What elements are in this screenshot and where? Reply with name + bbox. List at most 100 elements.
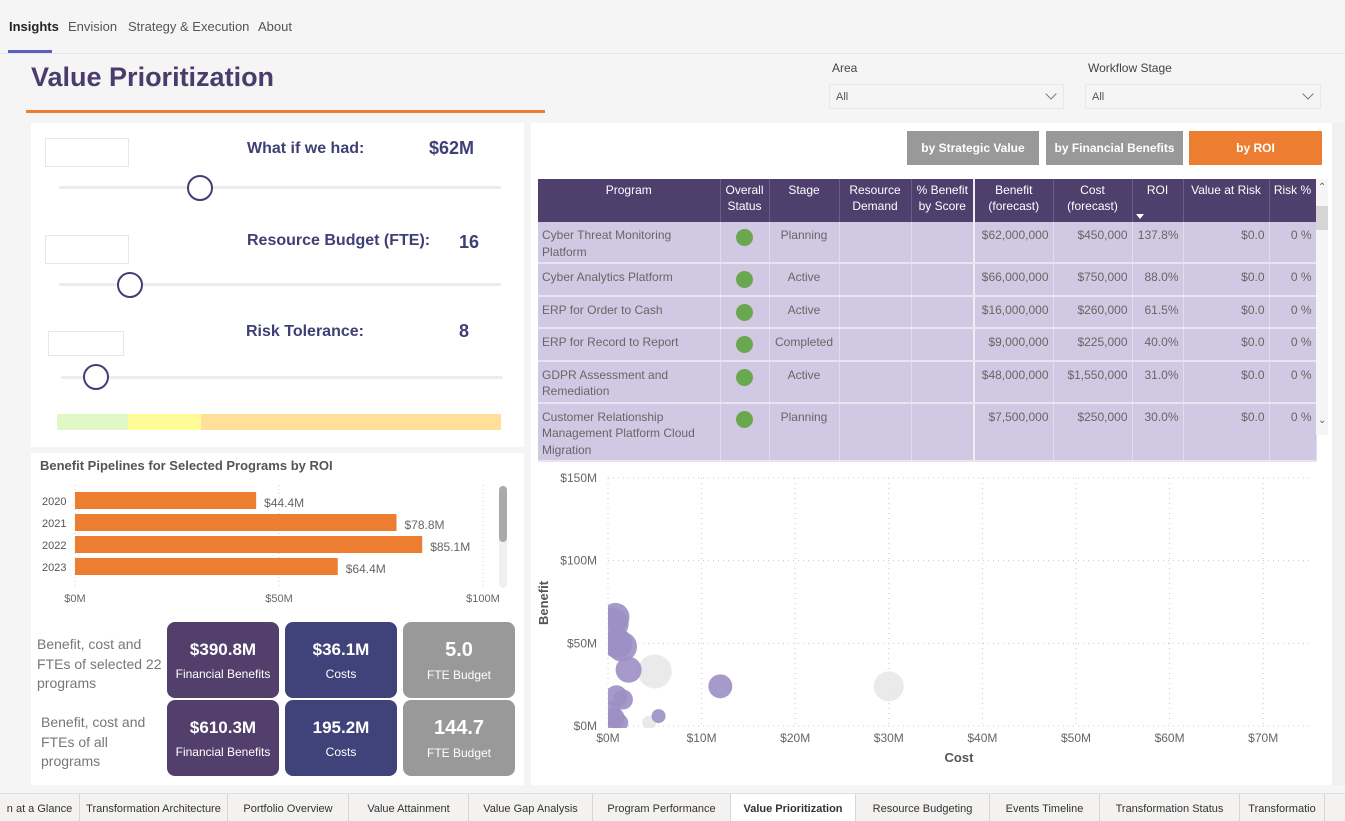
column-header-cost[interactable]: Cost (forecast)	[1053, 179, 1133, 222]
bar-chart-scrollbar-thumb[interactable]	[499, 486, 507, 542]
value-at-risk-cell: $0.0	[1183, 360, 1270, 404]
risk-band-segment	[201, 414, 501, 430]
nav-tab-about[interactable]: About	[258, 19, 292, 34]
table-row[interactable]: Cyber Analytics Platform Active $66,000,00…	[538, 263, 1317, 297]
program-bubble[interactable]	[610, 713, 629, 732]
page-tab[interactable]: Transformation Architecture	[80, 794, 228, 821]
benefit-cell: $9,000,000	[973, 328, 1054, 362]
cost-cell: $450,000	[1053, 222, 1133, 264]
scroll-up-icon[interactable]: ⌃	[1318, 182, 1327, 193]
column-header-overall-status[interactable]: Overall Status	[720, 179, 770, 222]
fte-slider-thumb[interactable]	[116, 272, 143, 298]
bar	[75, 558, 338, 575]
x-tick-label: $100M	[466, 593, 500, 605]
unselected-program-bubble[interactable]	[873, 671, 904, 702]
fte-slider-track[interactable]	[59, 283, 501, 286]
page-tab[interactable]: Events Timeline	[990, 794, 1100, 821]
data-label: $78.8M	[405, 518, 445, 532]
page-tab[interactable]: Value Gap Analysis	[469, 794, 593, 821]
fte-input[interactable]	[45, 235, 129, 264]
program-bubble[interactable]	[601, 602, 630, 631]
nav-tab-insights[interactable]: Insights	[9, 19, 59, 34]
area-filter-label: Area	[832, 61, 858, 75]
kpi-label: Costs	[325, 667, 357, 681]
sort-by-strategic-value-button[interactable]: by Strategic Value	[907, 131, 1039, 165]
column-header-pct-benefit[interactable]: % Benefit by Score	[911, 179, 975, 222]
table-scrollbar[interactable]: ⌃ ⌄	[1316, 179, 1328, 435]
risk-slider-track[interactable]	[61, 376, 503, 379]
y-tick-label: $150M	[560, 471, 597, 485]
data-label: $44.4M	[264, 496, 304, 510]
column-header-program[interactable]: Program	[538, 179, 721, 222]
column-header-resource-demand[interactable]: Resource Demand	[839, 179, 912, 222]
column-header-stage[interactable]: Stage	[769, 179, 840, 222]
status-indicator-icon	[736, 271, 753, 288]
roi-cell: 40.0%	[1132, 328, 1184, 362]
roi-cell: 137.8%	[1132, 222, 1184, 264]
report-page-tabs: n at a Glance Transformation Architecture…	[0, 793, 1345, 821]
y-tick-label: $0M	[574, 719, 597, 733]
sort-by-financial-benefits-button[interactable]: by Financial Benefits	[1046, 131, 1183, 165]
bar-chart-scrollbar[interactable]	[499, 486, 507, 588]
kpi-label: FTE Budget	[426, 668, 492, 682]
page-scrollbar[interactable]	[1332, 123, 1345, 785]
risk-band-segment	[128, 414, 202, 430]
page-tab[interactable]: Transformatio	[1240, 794, 1325, 821]
table-scrollbar-thumb[interactable]	[1316, 206, 1328, 230]
table-row[interactable]: GDPR Assessment and Remediation Active $48…	[538, 360, 1317, 404]
table-row[interactable]: ERP for Order to Cash Active $16,000,000 $2…	[538, 295, 1317, 329]
risk-slider-thumb[interactable]	[83, 364, 110, 390]
table-row[interactable]: Cyber Threat Monitoring Platform Planning…	[538, 222, 1317, 264]
page-title: Value Prioritization	[31, 62, 275, 92]
program-bubble[interactable]	[708, 674, 733, 699]
page-tab[interactable]: Value Prioritization	[731, 794, 856, 821]
sort-by-roi-button[interactable]: by ROI	[1189, 131, 1322, 165]
nav-tab-strategy-execution[interactable]: Strategy & Execution	[128, 19, 250, 34]
page-tab[interactable]: Resource Budgeting	[856, 794, 990, 821]
unselected-program-bubble[interactable]	[637, 654, 672, 689]
kpi-value: $390.8M	[189, 640, 257, 659]
all-fte-budget-card: 144.7 FTE Budget	[403, 700, 515, 776]
kpi-value: 144.7	[433, 717, 485, 739]
risk-pct-cell: 0 %	[1269, 402, 1317, 462]
y-axis-title: Benefit	[536, 580, 551, 625]
nav-tab-envision[interactable]: Envision	[68, 19, 118, 34]
scroll-down-icon[interactable]: ⌄	[1318, 415, 1327, 426]
budget-slider-track[interactable]	[59, 186, 501, 189]
page-tab[interactable]: Value Attainment	[349, 794, 469, 821]
benefit-cell: $62,000,000	[973, 222, 1054, 264]
stage-cell: Completed	[769, 328, 840, 362]
title-divider	[26, 110, 545, 113]
benefit-cell: $7,500,000	[973, 402, 1054, 462]
stage-cell: Planning	[769, 222, 840, 264]
value-at-risk-cell: $0.0	[1183, 222, 1270, 264]
table-row[interactable]: ERP for Record to Report Completed $9,000,…	[538, 328, 1317, 362]
column-header-benefit[interactable]: Benefit (forecast)	[973, 179, 1054, 222]
resource-demand-cell	[839, 263, 912, 297]
table-row[interactable]: Customer Relationship Management Platfor…	[538, 402, 1317, 462]
x-tick-label: $50M	[265, 593, 293, 605]
status-indicator-icon	[736, 303, 753, 321]
program-bubble[interactable]	[651, 709, 666, 724]
column-header-value-at-risk[interactable]: Value at Risk	[1183, 179, 1270, 222]
page-tab[interactable]: Transformation Status	[1100, 794, 1240, 821]
risk-input[interactable]	[48, 331, 124, 356]
budget-input[interactable]	[45, 138, 129, 167]
page-tab[interactable]: n at a Glance	[0, 794, 80, 821]
column-header-roi[interactable]: ROI	[1132, 179, 1184, 222]
page-tab[interactable]: Portfolio Overview	[228, 794, 349, 821]
kpi-label: FTE Budget	[426, 746, 492, 760]
risk-value: 8	[459, 321, 470, 341]
area-filter-dropdown[interactable]: All	[829, 84, 1064, 109]
budget-slider-thumb[interactable]	[187, 175, 214, 201]
program-bubble[interactable]	[615, 656, 642, 683]
page-tab[interactable]: Program Performance	[593, 794, 731, 821]
program-cell: ERP for Order to Cash	[538, 295, 721, 329]
pct-benefit-cell	[911, 360, 975, 404]
program-bubble[interactable]	[607, 631, 638, 662]
workflow-stage-filter-dropdown[interactable]: All	[1085, 84, 1321, 109]
risk-pct-cell: 0 %	[1269, 222, 1317, 264]
kpi-label: Financial Benefits	[175, 667, 271, 681]
benefit-cost-scatter-chart: $0M $50M $100M $150M $0M $10M $20M $30M $40M $50M…	[536, 471, 1310, 765]
column-header-risk-pct[interactable]: Risk %	[1269, 179, 1317, 222]
